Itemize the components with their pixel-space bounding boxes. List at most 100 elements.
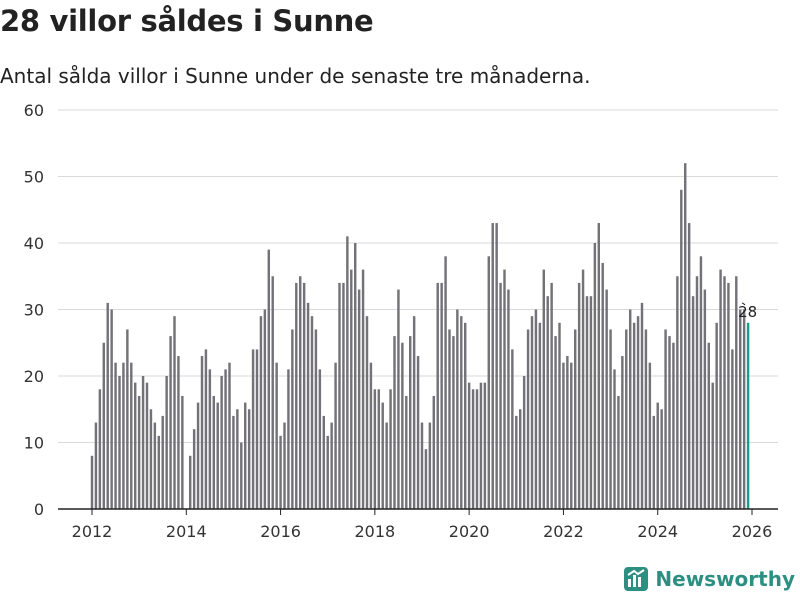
annotation-label: 28 <box>738 303 757 321</box>
bar <box>338 282 341 509</box>
bar <box>220 376 223 509</box>
y-tick-label: 40 <box>24 234 44 253</box>
x-tick-label: 2012 <box>72 522 113 541</box>
bar <box>228 362 231 509</box>
bar <box>511 349 514 509</box>
bar <box>330 422 333 509</box>
bar <box>192 429 196 509</box>
bar <box>98 389 102 509</box>
bar <box>381 402 384 509</box>
bar <box>703 289 707 509</box>
bar <box>310 316 314 509</box>
bar <box>122 362 125 509</box>
bar <box>522 376 526 509</box>
x-tick-label: 2014 <box>166 522 207 541</box>
bar <box>640 302 644 509</box>
x-tick-label: 2016 <box>260 522 301 541</box>
bar <box>94 422 98 509</box>
bar <box>157 435 161 509</box>
bar <box>570 362 573 509</box>
bar <box>577 282 581 509</box>
bar <box>428 422 432 509</box>
bar <box>314 329 318 509</box>
y-axis-labels: 0 10 20 30 40 50 60 <box>24 101 44 519</box>
bar <box>385 422 388 509</box>
bar <box>350 269 353 509</box>
brand[interactable]: Newsworthy <box>623 566 795 592</box>
bar <box>412 316 416 509</box>
bar <box>656 402 659 509</box>
bar <box>200 356 204 509</box>
bar <box>334 362 337 509</box>
bar <box>240 442 243 509</box>
chart-subtitle: Antal sålda villor i Sunne under de sena… <box>0 64 591 88</box>
bar <box>373 389 377 509</box>
bar <box>208 369 212 509</box>
bar <box>707 342 711 509</box>
bar <box>625 329 628 509</box>
y-tick-label: 20 <box>24 367 44 386</box>
bar <box>546 296 549 509</box>
bar <box>259 316 263 509</box>
x-axis: 2012 2014 2016 2018 2020 2022 2024 2026 <box>58 508 778 541</box>
bar <box>106 302 109 509</box>
bar <box>322 415 326 509</box>
bar <box>169 336 172 509</box>
bar <box>189 455 192 509</box>
bar <box>291 329 294 509</box>
bar <box>114 362 117 509</box>
bar <box>134 382 137 509</box>
bar <box>660 409 663 509</box>
bar <box>687 223 691 510</box>
bar <box>711 382 714 509</box>
bar <box>691 296 695 509</box>
bar <box>145 382 149 509</box>
bar <box>263 309 267 509</box>
bar <box>617 395 620 509</box>
bar <box>342 282 345 509</box>
bar <box>283 422 286 509</box>
bar <box>699 256 703 509</box>
bar <box>479 382 483 509</box>
bar <box>742 309 746 509</box>
bars <box>90 163 750 510</box>
bar <box>118 376 121 509</box>
bar <box>173 316 176 509</box>
bar <box>212 395 216 509</box>
bar <box>137 395 141 509</box>
bar <box>236 409 239 509</box>
bar <box>432 395 436 509</box>
bar <box>676 276 679 509</box>
x-tick-label: 2018 <box>354 522 395 541</box>
bar <box>306 302 310 509</box>
bar <box>318 369 322 509</box>
bar <box>735 276 738 509</box>
bar <box>632 322 636 509</box>
bar <box>664 329 667 509</box>
bar <box>149 409 153 509</box>
bar <box>530 316 534 509</box>
bar <box>719 269 722 509</box>
bar <box>562 362 565 509</box>
bar <box>483 382 487 509</box>
bar <box>715 322 718 509</box>
bar <box>629 309 632 509</box>
bar <box>247 409 251 509</box>
bar <box>126 329 129 509</box>
bar <box>471 389 475 509</box>
bar <box>589 296 593 509</box>
bar <box>621 356 624 509</box>
bar <box>141 376 145 509</box>
bar <box>161 415 164 509</box>
bar <box>275 362 278 509</box>
bar <box>467 382 471 509</box>
bar <box>354 243 357 509</box>
newsworthy-logo-icon <box>624 567 649 591</box>
bar <box>648 362 652 509</box>
bar <box>727 282 730 509</box>
bar <box>739 309 742 509</box>
bar <box>251 349 255 509</box>
bar <box>487 256 491 509</box>
annotation-pointer <box>741 302 746 306</box>
bar <box>491 223 494 510</box>
